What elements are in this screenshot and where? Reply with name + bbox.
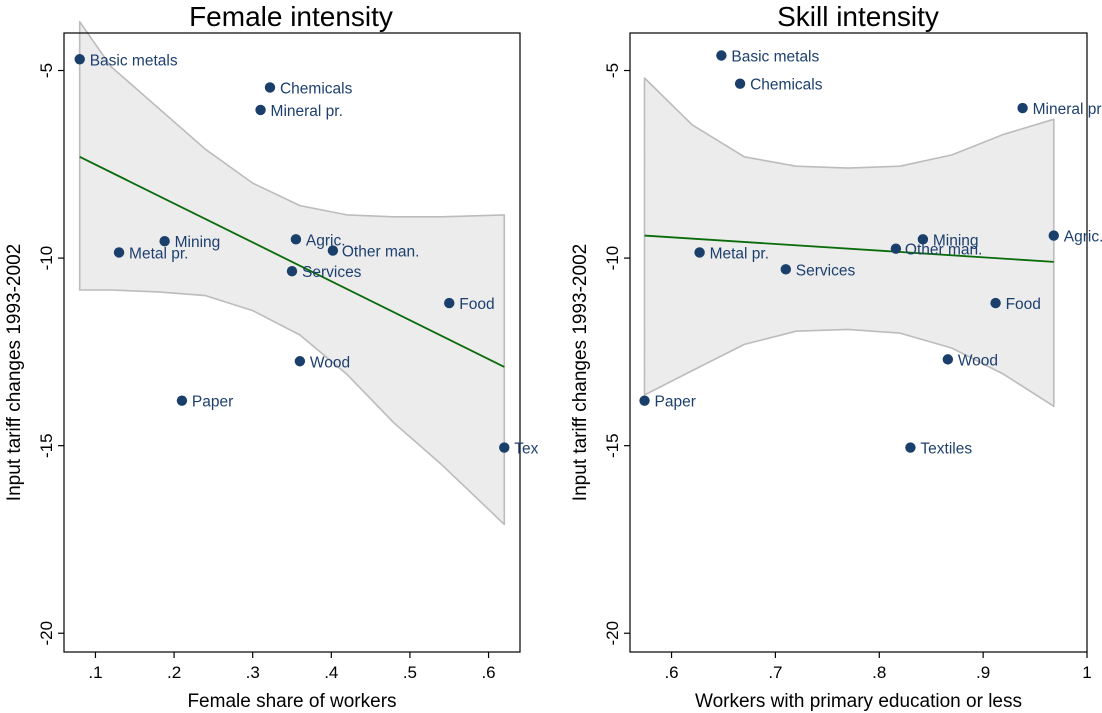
y-axis-label: Input tariff changes 1993-2002 [570, 244, 591, 501]
data-label: Food [1006, 296, 1041, 313]
x-tick-label: 1 [1082, 663, 1091, 682]
data-point [290, 234, 302, 245]
data-label: Paper [655, 394, 696, 411]
x-tick-label: .2 [167, 663, 181, 682]
x-axis-label: Female share of workers [187, 691, 396, 712]
data-label: Basic metals [90, 52, 178, 69]
x-tick-label: .7 [768, 663, 782, 682]
data-label: Basic metals [731, 49, 819, 66]
data-label: Textiles [920, 441, 972, 458]
data-point [444, 297, 455, 309]
data-point [327, 245, 339, 256]
plot-frame [63, 32, 521, 653]
y-axis-label: Input tariff changes 1993-2002 [4, 244, 25, 501]
y-tick-label: -5 [37, 63, 56, 78]
data-point [942, 354, 954, 365]
plot-frame [629, 32, 1088, 653]
chart-title: Skill intensity [777, 1, 939, 32]
fit-line [644, 234, 1054, 263]
data-point [294, 356, 306, 367]
fit-line [79, 155, 505, 368]
data-label: Tex [514, 441, 538, 458]
data-point [639, 395, 650, 406]
data-point [255, 104, 266, 116]
data-point [917, 234, 929, 245]
panel-skill-intensity: Skill intensity .6 .7 .8 .9 1 -5 -10 -15 -20 Worke… [570, 1, 1102, 712]
data-point [74, 54, 85, 65]
data-point [905, 442, 916, 453]
data-label: Wood [958, 352, 998, 369]
y-tick-label: -15 [37, 433, 56, 458]
data-label: Metal pr. [129, 245, 188, 262]
data-point [734, 78, 746, 89]
x-tick-label: .1 [88, 663, 102, 682]
data-label: Other man. [905, 242, 983, 259]
y-tick-label: -20 [603, 621, 622, 646]
y-tick-label: -10 [603, 246, 622, 271]
x-axis-label: Workers with primary education or less [695, 691, 1022, 712]
x-tick-label: .6 [664, 663, 678, 682]
data-point [1017, 102, 1028, 114]
data-label: Metal pr. [710, 245, 769, 262]
data-point [890, 243, 902, 254]
data-label: Other man. [342, 244, 420, 261]
data-label: Services [302, 264, 362, 281]
data-label: Food [459, 296, 494, 313]
x-tick-label: .3 [246, 663, 260, 682]
data-label: Agric. [306, 232, 346, 249]
data-point [499, 442, 510, 453]
data-label: Mining [175, 234, 221, 251]
confidence-band [643, 77, 1055, 408]
data-label: Paper [192, 394, 233, 411]
chart-title: Female intensity [189, 1, 393, 32]
data-point [264, 82, 276, 93]
data-label: Mineral pr. [271, 103, 343, 120]
panel-female-intensity: Female intensity .1 .2 .3 .4 .5 .6 -5 -10 -15 -20 F… [4, 1, 539, 712]
data-point [716, 50, 727, 61]
y-tick-label: -15 [603, 433, 622, 458]
data-point [176, 395, 188, 406]
x-tick-label: .4 [324, 663, 338, 682]
data-label: Chemicals [750, 77, 823, 94]
data-label: Agric. [1064, 229, 1102, 246]
data-point [694, 247, 705, 258]
data-point [780, 264, 791, 275]
x-tick-label: .9 [976, 663, 990, 682]
y-tick-label: -20 [37, 621, 56, 646]
data-label: Services [796, 262, 856, 279]
y-tick-label: -5 [603, 63, 622, 78]
data-point [113, 247, 125, 258]
data-point [286, 266, 298, 277]
data-point [990, 297, 1001, 309]
data-point [159, 236, 170, 247]
x-tick-label: .8 [872, 663, 886, 682]
data-point [1048, 230, 1059, 241]
x-tick-label: .6 [481, 663, 495, 682]
data-label: Mining [933, 232, 979, 249]
data-label: Mineral pr. [1033, 101, 1102, 118]
data-label: Chemicals [280, 80, 353, 97]
y-tick-label: -10 [37, 246, 56, 271]
data-label: Wood [310, 354, 350, 371]
x-tick-label: .5 [403, 663, 417, 682]
